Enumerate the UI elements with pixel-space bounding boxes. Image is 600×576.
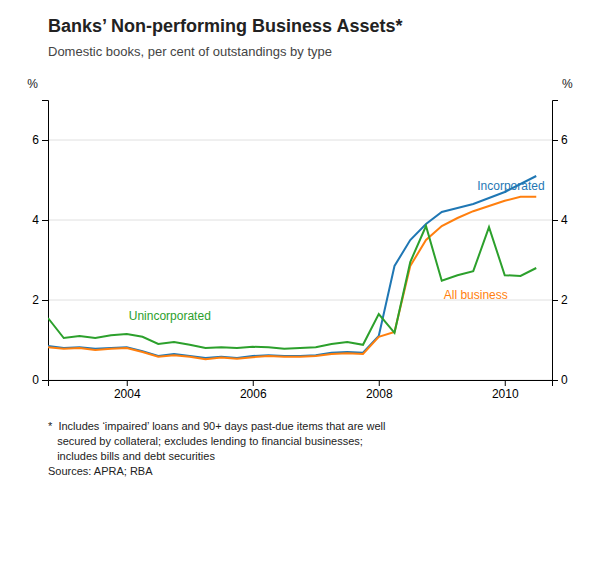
- x-tick-label: 2004: [114, 387, 141, 401]
- x-tick-mark: [505, 380, 506, 386]
- chart-container: Banks’ Non-performing Business Assets* Do…: [0, 0, 600, 576]
- x-tick-mark: [253, 380, 254, 386]
- series-label: All business: [444, 288, 508, 302]
- y2-tick: 0: [552, 373, 568, 387]
- y-tick-mark: [42, 300, 48, 301]
- footnote: * Includes ‘impaired’ loans and 90+ days…: [48, 420, 385, 477]
- x-tick: 2010: [492, 380, 519, 401]
- y-tick: 0: [32, 373, 48, 387]
- y2-tick: 6: [552, 133, 568, 147]
- y-tick-mark: [42, 220, 48, 221]
- y2-tick-label: 4: [561, 213, 568, 227]
- plot: 2004 2006 2008 2010 0 2 4 6 0 2 4 6 Incorporated All …: [32, 101, 568, 401]
- series-line: [48, 226, 536, 349]
- series-label: Incorporated: [477, 179, 544, 193]
- y-tick-label: 4: [32, 213, 39, 227]
- x-tick: 2006: [240, 380, 267, 401]
- y-tick-mark: [42, 380, 48, 381]
- y-tick: 2: [32, 293, 48, 307]
- y-tick: 4: [32, 213, 48, 227]
- x-axis: 2004 2006 2008 2010: [49, 380, 553, 401]
- series-labels: Incorporated All business Unincorporated: [129, 179, 545, 323]
- x-tick-mark: [127, 380, 128, 386]
- y-axis-line: [42, 101, 49, 381]
- y2-axis-title: %: [562, 77, 573, 91]
- y2-tick-label: 6: [561, 133, 568, 147]
- x-axis-line: [49, 381, 553, 387]
- y2-tick-mark: [552, 220, 558, 221]
- y-tick-label: 2: [32, 293, 39, 307]
- y2-tick-label: 0: [561, 373, 568, 387]
- x-tick-label: 2006: [240, 387, 267, 401]
- y-tick-label: 0: [32, 373, 39, 387]
- x-tick: 2004: [114, 380, 141, 401]
- x-tick-mark: [379, 380, 380, 386]
- y-tick: 6: [32, 133, 48, 147]
- y2-axis-line: [553, 101, 559, 381]
- grid: [48, 140, 552, 380]
- series-line: [48, 197, 536, 359]
- series-line: [48, 176, 536, 358]
- chart: Banks’ Non-performing Business Assets* Do…: [0, 0, 600, 576]
- y2-tick-mark: [552, 300, 558, 301]
- y2-tick-label: 2: [561, 293, 568, 307]
- y2-tick-mark: [552, 380, 558, 381]
- y-axis: 0 2 4 6: [32, 101, 48, 388]
- x-tick: 2008: [366, 380, 393, 401]
- footnote-line: * Includes ‘impaired’ loans and 90+ days…: [48, 420, 385, 432]
- series-label: Unincorporated: [129, 309, 211, 323]
- x-tick-label: 2008: [366, 387, 393, 401]
- y-axis-title: %: [27, 77, 38, 91]
- footnote-line: secured by collateral; excludes lending …: [48, 435, 363, 447]
- lines: [48, 176, 536, 359]
- grid-line: [48, 220, 552, 221]
- y2-tick: 2: [552, 293, 568, 307]
- subtitle: Domestic books, per cent of outstandings…: [48, 44, 332, 59]
- y2-axis: 0 2 4 6: [552, 101, 568, 388]
- y2-tick: 4: [552, 213, 568, 227]
- title: Banks’ Non-performing Business Assets*: [48, 16, 402, 36]
- y-tick-mark: [42, 140, 48, 141]
- y2-tick-mark: [552, 140, 558, 141]
- x-tick-label: 2010: [492, 387, 519, 401]
- footnote-line: includes bills and debt securities: [48, 450, 215, 462]
- footnote-line: Sources: APRA; RBA: [48, 465, 153, 477]
- y-tick-label: 6: [32, 133, 39, 147]
- grid-line: [48, 140, 552, 141]
